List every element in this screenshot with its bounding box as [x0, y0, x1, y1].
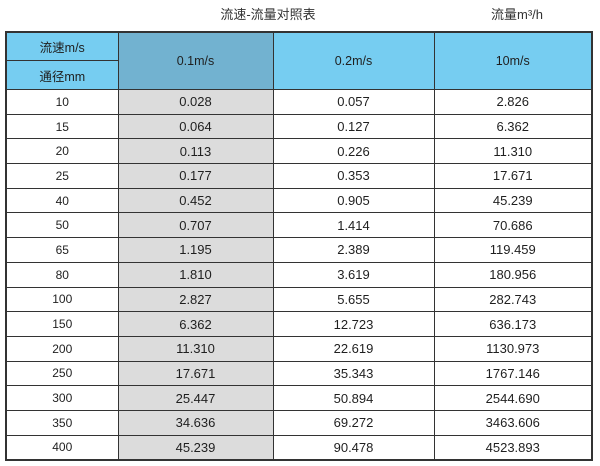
v02-cell: 50.894: [272, 385, 435, 411]
corner-diameter-label: 通径mm: [5, 60, 119, 90]
column-header-0-2ms: 0.2m/s: [272, 31, 435, 90]
dn-cell: 25: [5, 163, 119, 189]
table-row: 200 11.310 22.619 1130.973: [5, 335, 593, 362]
v02-cell: 0.057: [272, 89, 435, 115]
v10-cell: 17.671: [433, 163, 593, 189]
v01-cell: 0.707: [117, 212, 274, 239]
v10-cell: 3463.606: [433, 409, 593, 436]
v01-cell: 1.810: [117, 261, 274, 288]
v02-cell: 12.723: [272, 311, 435, 337]
v10-cell: 636.173: [433, 311, 593, 337]
table-row: 250 17.671 35.343 1767.146: [5, 360, 593, 387]
dn-cell: 300: [5, 385, 119, 411]
v02-cell: 5.655: [272, 286, 435, 313]
column-header-0-1ms: 0.1m/s: [117, 31, 274, 90]
table-row: 65 1.195 2.389 119.459: [5, 237, 593, 263]
table-row: 25 0.177 0.353 17.671: [5, 163, 593, 189]
dn-cell: 100: [5, 286, 119, 313]
v01-cell: 0.064: [117, 113, 274, 140]
corner-velocity-label: 流速m/s: [5, 31, 119, 61]
v02-cell: 0.353: [272, 163, 435, 189]
v01-cell: 2.827: [117, 286, 274, 313]
dn-cell: 20: [5, 138, 119, 165]
table-row: 10 0.028 0.057 2.826: [5, 89, 593, 115]
v10-cell: 119.459: [433, 237, 593, 263]
v10-cell: 11.310: [433, 138, 593, 165]
table-row: 100 2.827 5.655 282.743: [5, 286, 593, 313]
dn-cell: 200: [5, 335, 119, 362]
table-row: 150 6.362 12.723 636.173: [5, 311, 593, 337]
dn-cell: 15: [5, 113, 119, 140]
v01-cell: 1.195: [117, 237, 274, 263]
v02-cell: 90.478: [272, 434, 435, 461]
dn-cell: 50: [5, 212, 119, 239]
v01-cell: 0.452: [117, 187, 274, 214]
v02-cell: 22.619: [272, 335, 435, 362]
v10-cell: 282.743: [433, 286, 593, 313]
v02-cell: 69.272: [272, 409, 435, 436]
table-title: 流速-流量对照表: [220, 7, 316, 22]
v01-cell: 6.362: [117, 311, 274, 337]
header-row-bottom: 通径mm: [5, 60, 592, 90]
v02-cell: 3.619: [272, 261, 435, 288]
dn-cell: 10: [5, 89, 119, 115]
dn-cell: 250: [5, 360, 119, 387]
table-row: 350 34.636 69.272 3463.606: [5, 409, 593, 436]
v10-cell: 2.826: [433, 89, 593, 115]
v02-cell: 2.389: [272, 237, 435, 263]
dn-cell: 65: [5, 237, 119, 263]
v10-cell: 45.239: [433, 187, 593, 214]
v10-cell: 70.686: [433, 212, 593, 239]
table-row: 40 0.452 0.905 45.239: [5, 187, 593, 214]
dn-cell: 80: [5, 261, 119, 288]
dn-cell: 150: [5, 311, 119, 337]
v10-cell: 180.956: [433, 261, 593, 288]
v01-cell: 45.239: [117, 434, 274, 461]
column-header-10ms: 10m/s: [433, 31, 593, 90]
v10-cell: 2544.690: [433, 385, 593, 411]
table-row: 20 0.113 0.226 11.310: [5, 138, 593, 165]
v02-cell: 0.905: [272, 187, 435, 214]
table-row: 300 25.447 50.894 2544.690: [5, 385, 593, 411]
v01-cell: 25.447: [117, 385, 274, 411]
dn-cell: 40: [5, 187, 119, 214]
table-row: 15 0.064 0.127 6.362: [5, 113, 593, 140]
v10-cell: 1767.146: [433, 360, 593, 387]
v01-cell: 0.177: [117, 163, 274, 189]
dn-cell: 400: [5, 434, 119, 461]
v02-cell: 0.127: [272, 113, 435, 140]
flow-rate-table: 流速m/s 0.1m/s 0.2m/s 10m/s 通径mm 10 0.028 …: [5, 31, 593, 462]
dn-cell: 350: [5, 409, 119, 436]
v02-cell: 1.414: [272, 212, 435, 239]
v01-cell: 0.113: [117, 138, 274, 165]
table-row: 80 1.810 3.619 180.956: [5, 261, 593, 288]
v01-cell: 34.636: [117, 409, 274, 436]
v10-cell: 4523.893: [433, 434, 593, 461]
v10-cell: 1130.973: [433, 335, 593, 362]
header-row-top: 流速m/s 0.1m/s 0.2m/s 10m/s: [5, 31, 593, 90]
flow-unit-label: 流量m³/h: [490, 7, 544, 22]
v02-cell: 35.343: [272, 360, 435, 387]
v10-cell: 6.362: [433, 113, 593, 140]
v02-cell: 0.226: [272, 138, 435, 165]
table-row: 400 45.239 90.478 4523.893: [5, 434, 593, 461]
table-row: 50 0.707 1.414 70.686: [5, 212, 593, 239]
v01-cell: 0.028: [117, 89, 274, 115]
v01-cell: 17.671: [117, 360, 274, 387]
v01-cell: 11.310: [117, 335, 274, 362]
